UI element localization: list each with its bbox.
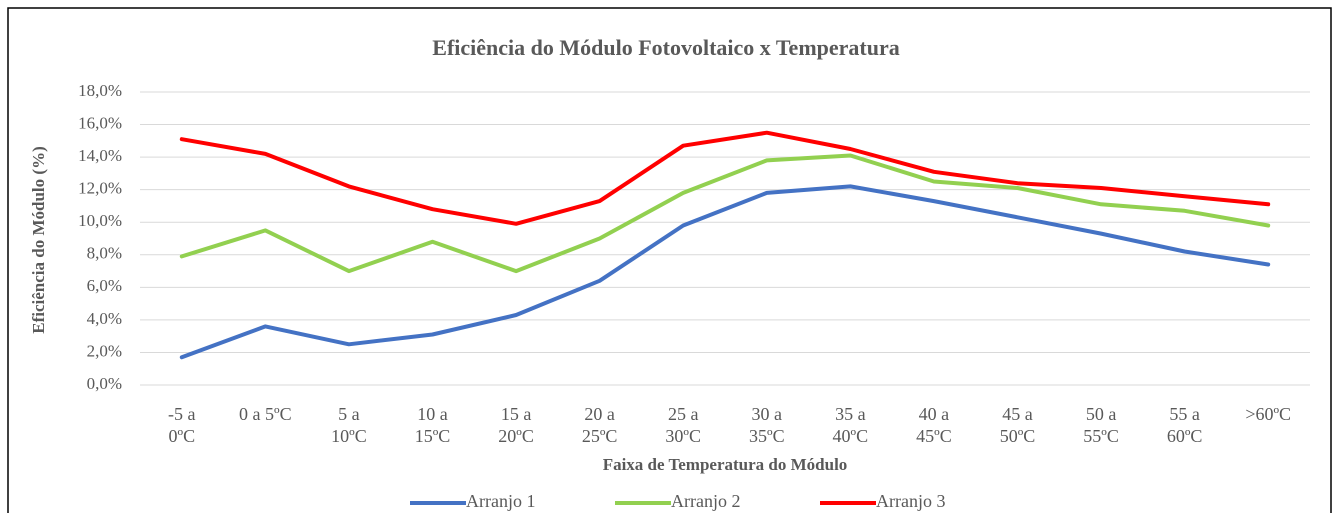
chart-title: Eficiência do Módulo Fotovoltaico x Temp… xyxy=(432,35,899,60)
legend-label: Arranjo 2 xyxy=(671,491,740,511)
x-tick-label: 5 a 10ºC xyxy=(331,404,367,446)
line-series xyxy=(179,184,1271,360)
x-tick-label: >60ºC xyxy=(1245,404,1292,424)
y-tick-label: 16,0% xyxy=(78,113,122,132)
line-series xyxy=(179,153,1271,274)
x-tick-label: 0 a 5ºC xyxy=(239,404,292,424)
x-tick-label: 15 a 20ºC xyxy=(498,404,534,446)
y-tick-label: 10,0% xyxy=(78,211,122,230)
x-tick-label: 20 a 25ºC xyxy=(581,404,618,446)
y-axis-label: Eficiência do Módulo (%) xyxy=(29,146,48,333)
x-tick-label: 55 a 60ºC xyxy=(1166,404,1203,446)
y-tick-label: 4,0% xyxy=(87,309,122,328)
x-axis-label: Faixa de Temperatura do Módulo xyxy=(603,455,848,474)
y-tick-label: 12,0% xyxy=(78,179,122,198)
x-tick-label: 50 a 55ºC xyxy=(1083,404,1119,446)
y-tick-label: 18,0% xyxy=(78,81,122,100)
y-tick-label: 2,0% xyxy=(87,341,122,360)
x-tick-label: 35 a 40ºC xyxy=(832,404,869,446)
y-tick-label: 6,0% xyxy=(87,276,122,295)
x-tick-label: 40 a 45ºC xyxy=(916,404,952,446)
y-tick-label: 8,0% xyxy=(87,244,122,263)
x-tick-label: 10 a 15ºC xyxy=(414,404,451,446)
line-series xyxy=(179,130,1271,226)
x-tick-label: 30 a 35ºC xyxy=(748,404,785,446)
x-tick-label: 25 a 30ºC xyxy=(665,404,701,446)
y-tick-label: 14,0% xyxy=(78,146,122,165)
legend-label: Arranjo 3 xyxy=(876,491,945,511)
x-tick-label: -5 a 0ºC xyxy=(168,404,196,446)
legend-label: Arranjo 1 xyxy=(466,491,535,511)
y-tick-label: 0,0% xyxy=(87,374,122,393)
x-tick-label: 45 a 50ºC xyxy=(999,404,1036,446)
